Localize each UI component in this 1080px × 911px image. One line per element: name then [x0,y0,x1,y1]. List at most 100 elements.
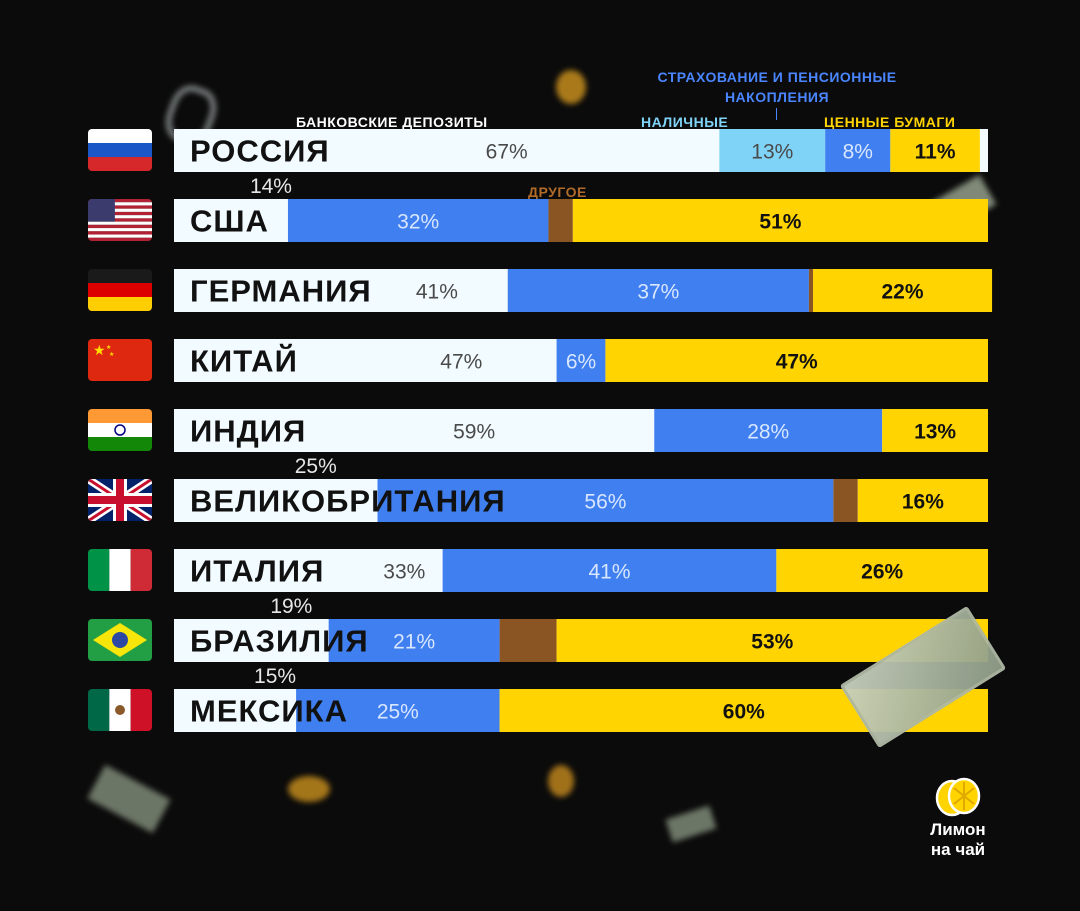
value-label-insurance-br: 21% [393,631,435,654]
country-label-in: ИНДИЯ [190,414,306,449]
flag-mx-icon [88,689,152,731]
segment-deposits-it [174,549,443,592]
segment-securities-de [812,269,993,312]
country-label-us: США [190,204,269,239]
segment-deposits-br [174,619,329,662]
bar-row-de: 41% 37% 22% ГЕРМАНИЯ [88,269,993,312]
svg-text:★: ★ [93,343,106,359]
value-label-insurance-gb: 56% [584,491,626,514]
segment-securities-ru [890,129,980,172]
country-label-mx: МЕКСИКА [190,694,348,729]
value-label-securities-br: 53% [751,631,793,654]
segment-deposits-ru [174,129,720,172]
segment-securities-cn [605,339,988,382]
value-label-deposits-de: 41% [416,281,458,304]
value-label-securities-cn: 47% [776,351,818,374]
segment-insurance-us [287,199,549,242]
coin-icon [556,70,586,104]
bar-row-it: 33% 41% 26% ИТАЛИЯ [88,549,988,592]
legend-other: ДРУГОЕ [528,184,587,200]
value-label-insurance-cn: 6% [566,351,596,374]
brand-logo: Лимон на чай [918,772,998,860]
flag-ru-icon [88,129,152,171]
value-label-securities-it: 26% [861,561,903,584]
value-label-securities-gb: 16% [902,491,944,514]
legend-securities: ЦЕННЫЕ БУМАГИ [824,114,956,130]
coin-icon [288,776,330,802]
segment-securities-us [572,199,988,242]
flag-de-icon [88,269,152,311]
segment-securities-it [776,549,988,592]
value-label-deposits-us: 14% [250,175,292,198]
value-label-deposits-mx: 15% [254,665,296,688]
segment-other-gb [833,479,858,522]
brand-line-1: Лимон [930,820,986,839]
value-label-deposits-ru: 67% [486,141,528,164]
segment-insurance-cn [556,339,606,382]
legend-insurance-pointer [776,108,777,120]
flag-cn-icon: ★ ★★ [88,339,152,381]
segment-other-us [548,199,573,242]
flag-us-icon [88,199,152,241]
value-label-cash-ru: 13% [751,141,793,164]
legend-cash: НАЛИЧНЫЕ [641,114,729,130]
country-label-br: БРАЗИЛИЯ [190,624,369,659]
bar-row-br: 19% 21% 53% БРАЗИЛИЯ [88,595,988,662]
value-label-securities-us: 51% [759,211,801,234]
country-label-de: ГЕРМАНИЯ [190,274,372,309]
segment-cash-ru [719,129,826,172]
value-label-insurance-it: 41% [588,561,630,584]
segment-securities-in [882,409,988,452]
legend-deposits: БАНКОВСКИЕ ДЕПОЗИТЫ [296,114,488,130]
bar-row-cn: ★ ★★ 47% 6% 47% КИТАЙ [88,339,988,382]
segment-other-br [499,619,557,662]
value-label-deposits-br: 19% [270,595,312,618]
segment-insurance-in [654,409,883,452]
coin-icon [548,765,574,797]
segment-insurance-it [442,549,777,592]
value-label-securities-de: 22% [882,281,924,304]
value-label-insurance-in: 28% [747,421,789,444]
country-label-it: ИТАЛИЯ [190,554,324,589]
segment-deposits-de [174,269,508,312]
country-label-cn: КИТАЙ [190,343,298,379]
segment-deposits-gb [174,479,378,522]
segment-insurance-mx [296,689,500,732]
country-label-ru: РОССИЯ [190,134,330,169]
segment-deposits-cn [174,339,557,382]
segment-deposits-us [174,199,288,242]
flag-gb-icon [88,479,152,521]
bar-row-ru: 67% 13% 8% 11% РОССИЯ [88,129,988,172]
flag-in-icon [88,409,152,451]
value-label-insurance-mx: 25% [377,701,419,724]
flag-it-icon [88,549,152,591]
country-label-gb: ВЕЛИКОБРИТАНИЯ [190,484,506,519]
bar-row-in: 59% 28% 13% ИНДИЯ [88,409,988,452]
value-label-deposits-it: 33% [383,561,425,584]
svg-text:★: ★ [106,344,111,351]
value-label-securities-in: 13% [914,421,956,444]
flag-br-icon [88,619,152,661]
segment-other-de [808,269,813,312]
segment-deposits-mx [174,689,297,732]
value-label-deposits-in: 59% [453,421,495,444]
segment-deposits-in [174,409,655,452]
bar-row-gb: 25% 56% 16% ВЕЛИКОБРИТАНИЯ [88,455,988,522]
value-label-insurance-us: 32% [397,211,439,234]
segment-insurance-gb [377,479,834,522]
value-label-insurance-de: 37% [637,281,679,304]
value-label-securities-ru: 11% [915,141,956,164]
brand-line-2: на чай [930,840,986,859]
segment-insurance-br [328,619,500,662]
segment-insurance-ru [825,129,891,172]
svg-text:★: ★ [109,351,114,358]
value-label-insurance-ru: 8% [843,141,873,164]
value-label-securities-mx: 60% [723,701,765,724]
legend-insurance: СТРАХОВАНИЕ И ПЕНСИОННЫЕ НАКОПЛЕНИЯ [657,69,897,105]
bar-row-us: 14% 32% 51% США [88,175,988,242]
segment-securities-gb [857,479,988,522]
segment-insurance-de [507,269,809,312]
lemon-logo-icon [928,772,988,820]
value-label-deposits-gb: 25% [295,455,337,478]
